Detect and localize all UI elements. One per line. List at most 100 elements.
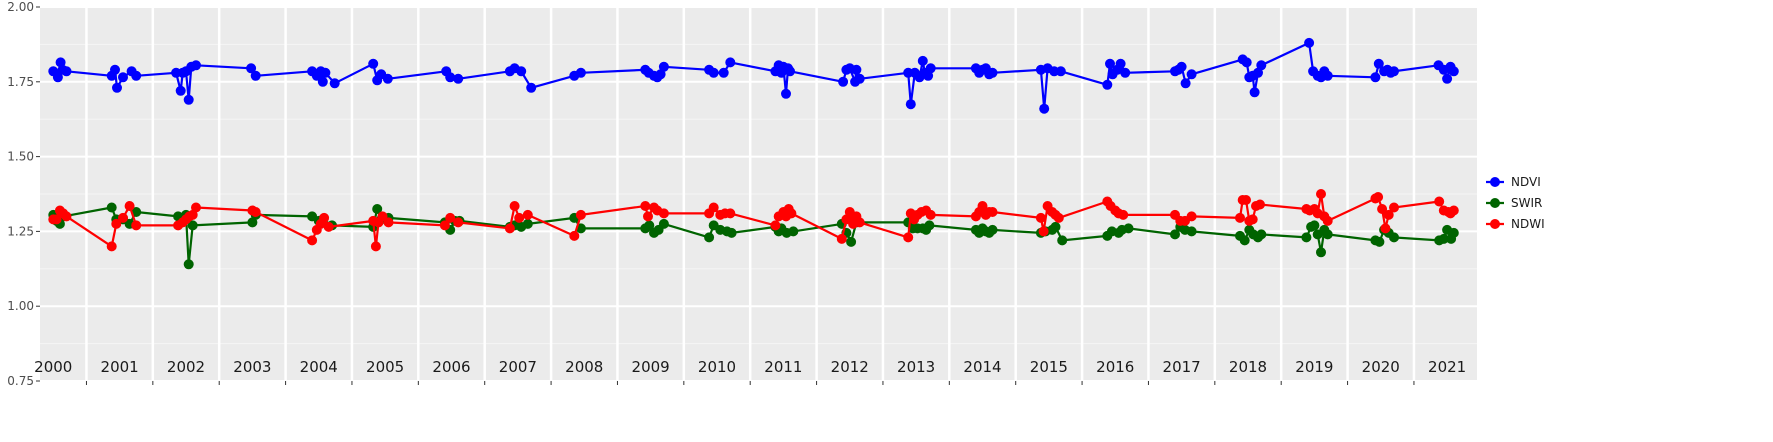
year-label-2003: 2003 (233, 358, 271, 376)
data-point-ndvi (725, 57, 736, 68)
series-layer (48, 37, 1459, 270)
data-point-ndvi (917, 55, 928, 66)
legend-item-ndvi: NDVI (1486, 175, 1541, 189)
data-point-ndvi (246, 63, 257, 74)
year-label-2012: 2012 (831, 358, 869, 376)
data-point-ndvi (905, 99, 916, 110)
data-point-ndwi (786, 208, 797, 219)
data-point-ndwi (643, 211, 653, 222)
data-point-ndwi (770, 220, 781, 231)
data-point-ndwi (854, 217, 865, 228)
data-point-swir (1309, 220, 1320, 231)
data-point-swir (788, 226, 799, 237)
data-point-ndvi (1370, 72, 1381, 83)
year-label-2021: 2021 (1428, 358, 1466, 376)
data-point-ndvi (382, 73, 393, 84)
data-point-swir (1322, 229, 1333, 240)
legend: NDVI SWIR NDWI (1486, 175, 1545, 231)
legend-item-ndwi: NDWI (1486, 217, 1545, 231)
data-point-ndwi (903, 232, 914, 243)
data-point-ndvi (1322, 70, 1333, 81)
data-point-swir (1374, 236, 1385, 247)
data-point-swir (1123, 223, 1134, 234)
data-point-ndvi (1448, 66, 1459, 77)
data-point-ndwi (383, 217, 394, 228)
data-point-ndvi (1105, 58, 1115, 69)
legend-marker (1490, 198, 1500, 208)
data-point-ndvi (52, 72, 63, 83)
year-label-2005: 2005 (366, 358, 404, 376)
data-point-ndwi (106, 241, 117, 252)
data-point-ndwi (725, 208, 736, 219)
data-point-ndwi (977, 201, 988, 211)
data-point-ndwi (522, 209, 533, 220)
data-point-ndvi (1120, 67, 1131, 78)
data-point-swir (372, 204, 383, 214)
year-label-2001: 2001 (101, 358, 139, 376)
data-point-ndvi (1039, 103, 1050, 114)
data-point-swir (846, 236, 857, 247)
data-point-ndvi (1442, 73, 1453, 84)
data-point-ndvi (368, 58, 379, 69)
data-point-ndwi (118, 212, 128, 223)
legend-marker (1490, 219, 1500, 229)
data-point-ndvi (526, 82, 537, 93)
data-point-ndvi (987, 67, 998, 78)
y-axis: 0.75 1.00 1.25 1.50 1.75 2.00 (7, 0, 40, 388)
data-point-ndvi (655, 69, 666, 80)
year-label-2019: 2019 (1295, 358, 1333, 376)
y-tick-label: 1.50 (7, 150, 34, 164)
data-point-ndwi (658, 208, 669, 219)
year-label-2017: 2017 (1163, 358, 1201, 376)
data-point-ndvi (250, 70, 261, 81)
y-tick-label: 0.75 (7, 374, 34, 388)
data-point-ndwi (131, 220, 142, 231)
data-point-ndwi (51, 214, 62, 225)
year-label-2004: 2004 (300, 358, 338, 376)
data-point-swir (1316, 247, 1326, 258)
data-point-ndvi (320, 67, 331, 78)
data-point-ndvi (329, 78, 340, 89)
data-point-ndvi (851, 64, 862, 75)
data-point-ndwi (1118, 209, 1129, 220)
data-point-ndwi (504, 223, 515, 234)
data-point-ndvi (61, 66, 72, 77)
data-point-ndwi (439, 220, 450, 231)
legend-label-ndvi: NDVI (1511, 175, 1541, 189)
data-point-ndvi (708, 67, 719, 78)
gridlines (40, 6, 1477, 382)
data-point-ndwi (1380, 223, 1391, 234)
year-label-2007: 2007 (499, 358, 537, 376)
data-point-ndvi (183, 94, 194, 105)
data-point-ndvi (1176, 61, 1187, 72)
data-point-ndvi (838, 76, 849, 87)
series-ndwi (48, 189, 1459, 252)
data-point-swir (1057, 235, 1068, 246)
year-label-2008: 2008 (565, 358, 603, 376)
y-tick-label: 1.00 (7, 299, 34, 313)
data-point-ndwi (1241, 195, 1251, 205)
year-label-2011: 2011 (764, 358, 802, 376)
data-point-ndwi (61, 211, 72, 222)
data-point-ndvi (1102, 79, 1113, 90)
data-point-ndwi (1377, 204, 1388, 214)
data-point-ndwi (1448, 205, 1459, 216)
data-point-swir (1301, 232, 1312, 243)
data-point-ndwi (250, 207, 261, 217)
data-point-ndvi (118, 72, 128, 83)
year-label-2013: 2013 (897, 358, 935, 376)
data-point-ndwi (925, 209, 936, 220)
data-point-ndvi (1055, 66, 1066, 77)
year-label-2018: 2018 (1229, 358, 1267, 376)
year-label-2006: 2006 (432, 358, 470, 376)
data-point-ndvi (854, 73, 865, 84)
data-point-ndwi (1322, 215, 1333, 226)
data-point-ndwi (1186, 211, 1197, 222)
data-point-ndwi (575, 209, 586, 220)
data-point-ndwi (1383, 209, 1394, 220)
data-point-ndvi (191, 60, 201, 71)
data-point-ndvi (175, 85, 186, 96)
data-point-swir (106, 202, 117, 213)
data-point-ndwi (1316, 189, 1326, 199)
